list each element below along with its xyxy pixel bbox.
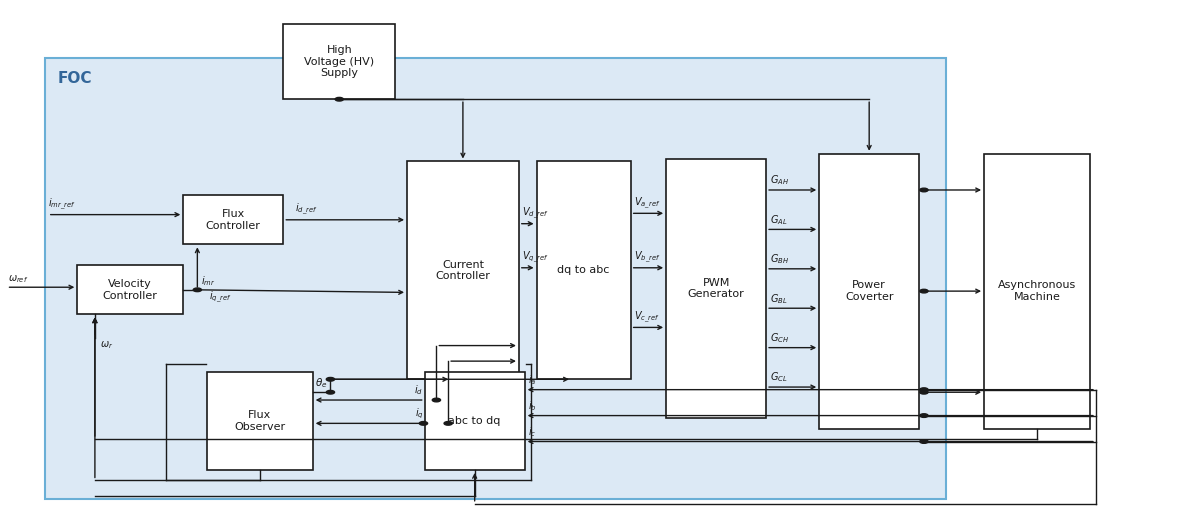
- Text: $G_{BH}$: $G_{BH}$: [770, 252, 789, 266]
- Circle shape: [920, 414, 928, 418]
- Text: $i_d$: $i_d$: [415, 384, 423, 397]
- Text: $\theta_e$: $\theta_e$: [315, 376, 328, 389]
- Text: $V_{c\_ref}$: $V_{c\_ref}$: [634, 309, 660, 325]
- Text: $G_{AH}$: $G_{AH}$: [770, 174, 789, 187]
- Circle shape: [335, 97, 343, 101]
- Circle shape: [920, 188, 928, 192]
- Text: $i_c$: $i_c$: [528, 425, 536, 439]
- Text: $G_{BL}$: $G_{BL}$: [770, 292, 788, 306]
- Text: $i_{q\_ref}$: $i_{q\_ref}$: [209, 290, 232, 305]
- Text: $V_{a\_ref}$: $V_{a\_ref}$: [634, 196, 660, 211]
- Circle shape: [193, 288, 202, 292]
- Text: Power
Coverter: Power Coverter: [845, 280, 894, 302]
- FancyBboxPatch shape: [283, 24, 395, 99]
- Text: Velocity
Controller: Velocity Controller: [103, 279, 158, 301]
- Text: Flux
Observer: Flux Observer: [235, 410, 285, 432]
- Text: Asynchronous
Machine: Asynchronous Machine: [997, 280, 1076, 302]
- Circle shape: [444, 422, 453, 425]
- Text: $i_{mr}$: $i_{mr}$: [200, 275, 216, 288]
- Text: abc to dq: abc to dq: [448, 416, 501, 426]
- Text: $G_{CL}$: $G_{CL}$: [770, 371, 788, 384]
- Text: $\omega_r$: $\omega_r$: [99, 339, 113, 350]
- FancyBboxPatch shape: [183, 195, 283, 244]
- Text: PWM
Generator: PWM Generator: [687, 278, 744, 300]
- Text: $G_{AL}$: $G_{AL}$: [770, 213, 788, 227]
- FancyBboxPatch shape: [536, 162, 631, 379]
- Text: $i_{d\_ref}$: $i_{d\_ref}$: [295, 202, 318, 217]
- Circle shape: [327, 391, 335, 394]
- Text: dq to abc: dq to abc: [558, 265, 610, 276]
- Text: $V_{b\_ref}$: $V_{b\_ref}$: [634, 250, 661, 265]
- Circle shape: [920, 440, 928, 444]
- Circle shape: [327, 378, 335, 381]
- FancyBboxPatch shape: [424, 371, 525, 470]
- FancyBboxPatch shape: [819, 154, 920, 428]
- Text: $G_{CH}$: $G_{CH}$: [770, 331, 789, 345]
- Text: $i_b$: $i_b$: [528, 399, 536, 413]
- Text: FOC: FOC: [58, 71, 92, 86]
- Circle shape: [920, 289, 928, 293]
- FancyBboxPatch shape: [206, 371, 312, 470]
- Text: Current
Controller: Current Controller: [435, 259, 490, 281]
- Text: $i_a$: $i_a$: [528, 373, 536, 387]
- Circle shape: [920, 391, 928, 394]
- Text: Flux
Controller: Flux Controller: [206, 209, 261, 230]
- Circle shape: [920, 388, 928, 392]
- Text: $i_q$: $i_q$: [415, 406, 423, 421]
- Circle shape: [433, 398, 441, 402]
- Text: $\omega_{ref}$: $\omega_{ref}$: [8, 273, 28, 284]
- Text: $V_{d\_ref}$: $V_{d\_ref}$: [522, 206, 549, 221]
- Circle shape: [420, 422, 428, 425]
- Text: High
Voltage (HV)
Supply: High Voltage (HV) Supply: [304, 45, 374, 78]
- FancyBboxPatch shape: [984, 154, 1089, 428]
- FancyBboxPatch shape: [46, 58, 947, 499]
- Text: $V_{q\_ref}$: $V_{q\_ref}$: [522, 250, 549, 265]
- FancyBboxPatch shape: [407, 162, 519, 379]
- Text: $i_{mr\_ref}$: $i_{mr\_ref}$: [48, 197, 75, 212]
- FancyBboxPatch shape: [78, 265, 183, 315]
- FancyBboxPatch shape: [666, 159, 766, 418]
